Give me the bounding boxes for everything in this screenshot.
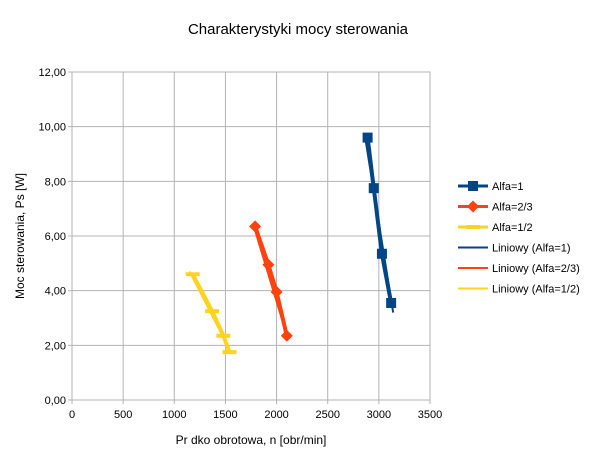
x-axis-ticks: 0 500 1000 1500 2000 2500 3000 3500	[69, 400, 442, 421]
legend-label: Liniowy (Alfa=2/3)	[492, 263, 580, 275]
data-point	[368, 183, 379, 194]
x-tick-label: 3000	[367, 409, 391, 421]
gridlines	[71, 71, 431, 401]
legend-swatch-marker	[468, 181, 478, 191]
series-line	[253, 225, 289, 337]
data-point	[222, 350, 237, 355]
y-axis-ticks: 0,00 2,00 4,00 6,00 8,00 10,00 12,00	[38, 67, 72, 407]
x-tick-label: 2000	[264, 409, 288, 421]
legend-label: Liniowy (Alfa=1/2)	[492, 284, 580, 296]
x-tick-label: 1500	[213, 409, 237, 421]
x-axis-title: Pr dko obrotowa, n [obr/min]	[176, 433, 327, 447]
y-tick-label: 2,00	[45, 340, 66, 352]
data-point	[249, 220, 262, 233]
data-point	[386, 297, 397, 308]
x-tick-label: 2500	[315, 409, 339, 421]
y-tick-label: 12,00	[38, 67, 66, 79]
data-point	[280, 329, 293, 342]
legend-label: Alfa=1	[492, 181, 524, 193]
series-line	[190, 273, 232, 353]
data-point	[185, 272, 200, 277]
y-axis-title: Moc sterowania, Ps [W]	[13, 173, 27, 299]
data-point	[270, 286, 283, 299]
y-tick-label: 8,00	[45, 176, 66, 188]
series-line	[365, 137, 394, 304]
y-tick-label: 6,00	[45, 231, 66, 243]
data-point	[216, 333, 231, 338]
x-tick-label: 3500	[418, 409, 442, 421]
legend-label: Liniowy (Alfa=1)	[492, 243, 571, 255]
y-tick-label: 4,00	[45, 286, 66, 298]
data-point	[376, 248, 387, 259]
data-point	[262, 258, 275, 271]
legend: Alfa=1 Alfa=2/3 Alfa=1/2 Liniowy (Alfa=1) Li…	[458, 181, 580, 296]
y-tick-label: 10,00	[38, 122, 66, 134]
data-point	[205, 309, 220, 314]
y-tick-label: 0,00	[45, 395, 66, 407]
legend-label: Alfa=2/3	[492, 202, 533, 214]
x-tick-label: 1000	[162, 409, 186, 421]
x-tick-label: 0	[69, 409, 75, 421]
chart-title: Charakterystyki mocy sterowania	[188, 21, 409, 38]
legend-swatch-marker	[467, 200, 479, 213]
legend-label: Alfa=1/2	[492, 222, 533, 234]
series-group	[185, 132, 397, 355]
x-tick-label: 500	[114, 409, 132, 421]
legend-swatch-marker	[466, 225, 480, 229]
data-point	[362, 132, 373, 143]
